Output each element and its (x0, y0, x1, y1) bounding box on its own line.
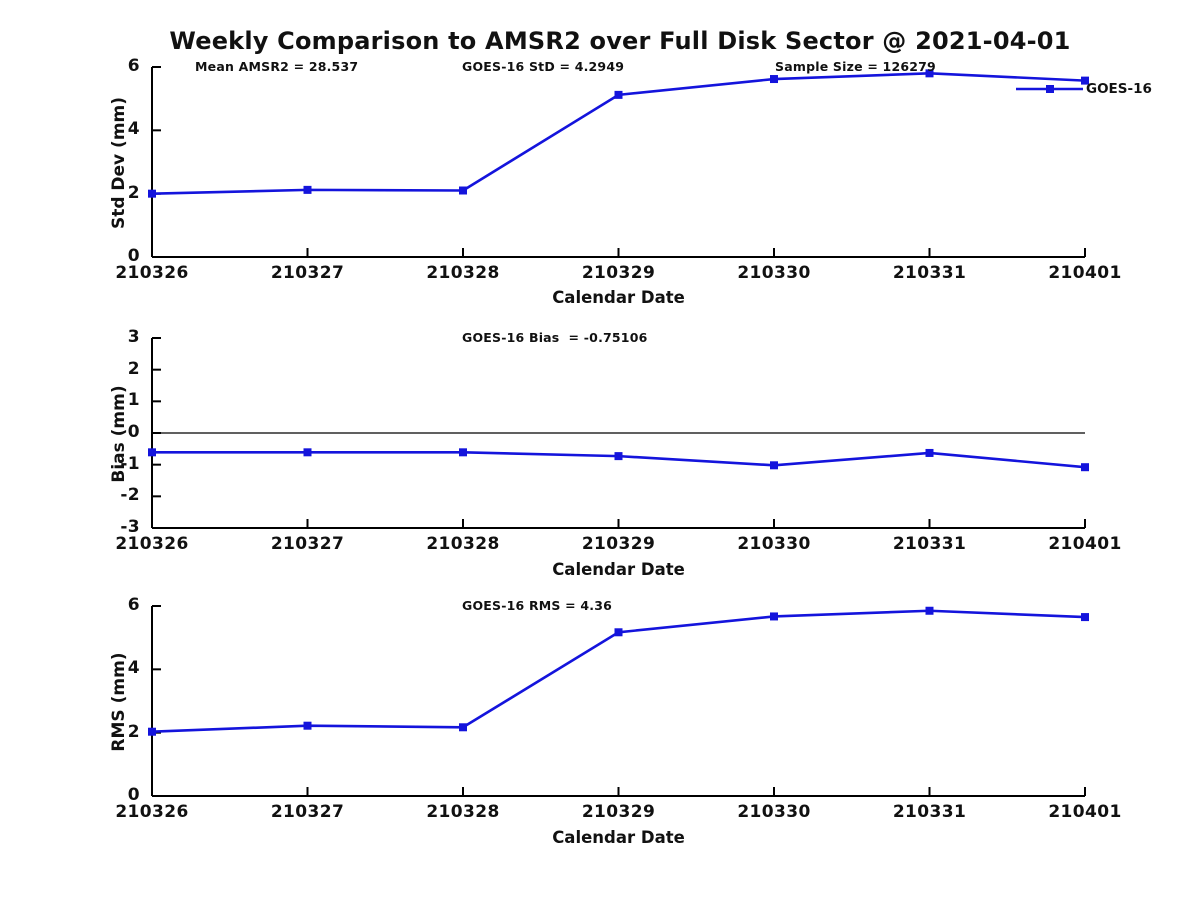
figure-title: Weekly Comparison to AMSR2 over Full Dis… (169, 27, 1071, 55)
y-tick-label: 0 (127, 785, 140, 805)
data-point-marker (459, 448, 467, 457)
annotation-mean-amsr2: Mean AMSR2 = 28.537 (195, 59, 359, 74)
x-tick-label: 210327 (270, 802, 345, 822)
x-tick-label: 210326 (115, 263, 189, 283)
x-tick-label: 210327 (270, 534, 345, 554)
y-tick-label: -2 (120, 485, 140, 506)
legend-marker (1046, 85, 1054, 93)
y-tick-label: 2 (127, 721, 140, 742)
data-point-marker (148, 448, 156, 457)
annotation-goes16-rms: GOES-16 RMS = 4.36 (462, 598, 613, 613)
data-point-marker (148, 189, 156, 198)
x-tick-label: 210331 (892, 534, 967, 554)
x-tick-label: 210329 (581, 534, 656, 554)
y-tick-label: 6 (127, 56, 140, 76)
x-tick-label: 210331 (892, 802, 967, 822)
y-tick-label: 3 (127, 327, 140, 347)
x-tick-label: 210326 (115, 802, 189, 822)
x-axis-label-rms: Calendar Date (552, 828, 685, 847)
data-point-marker (925, 448, 934, 457)
annotation-goes16-std: GOES-16 StD = 4.2949 (462, 59, 625, 74)
y-tick-label: -1 (120, 453, 140, 474)
y-tick-label: 2 (127, 182, 140, 203)
x-axis-label-bias: Calendar Date (552, 560, 685, 579)
data-point-marker (770, 461, 778, 470)
x-tick-label: 210326 (115, 534, 189, 554)
x-tick-label: 210329 (581, 802, 656, 822)
y-tick-label: 1 (127, 390, 140, 411)
x-tick-label: 210330 (737, 263, 811, 283)
x-axis-label-std-dev: Calendar Date (552, 288, 685, 307)
x-tick-label: 210401 (1048, 534, 1122, 554)
y-axis-label-rms: RMS (mm) (109, 652, 129, 752)
x-tick-label: 210328 (426, 263, 500, 283)
data-point-marker (925, 69, 934, 78)
y-tick-label: 6 (127, 595, 140, 615)
legend-label-goes16: GOES-16 (1086, 81, 1152, 97)
y-tick-label: 0 (127, 422, 140, 442)
annotation-sample-size: Sample Size = 126279 (775, 59, 936, 74)
data-point-marker (303, 721, 312, 730)
data-point-marker (614, 452, 623, 461)
y-tick-label: -3 (120, 517, 140, 537)
data-point-marker (770, 75, 778, 84)
annotation-goes16-bias: GOES-16 Bias = -0.75106 (462, 330, 648, 345)
x-tick-label: 210328 (426, 534, 500, 554)
data-point-marker (303, 185, 312, 194)
data-point-marker (303, 448, 312, 457)
y-tick-label: 2 (127, 358, 140, 379)
x-tick-label: 210327 (270, 263, 345, 283)
data-point-marker (1081, 613, 1089, 622)
y-tick-label: 0 (127, 246, 140, 266)
data-point-marker (614, 90, 623, 99)
data-point-marker (925, 606, 934, 615)
data-point-marker (459, 723, 467, 732)
data-point-marker (1081, 463, 1089, 472)
y-tick-label: 4 (127, 119, 140, 140)
data-point-marker (148, 727, 156, 736)
x-tick-label: 210330 (737, 802, 811, 822)
data-point-marker (770, 612, 778, 621)
data-point-marker (1081, 76, 1089, 85)
x-tick-label: 210401 (1048, 263, 1122, 283)
y-axis-label-std-dev: Std Dev (mm) (109, 96, 129, 230)
data-point-marker (614, 628, 623, 637)
x-tick-label: 210331 (892, 263, 967, 283)
y-tick-label: 4 (127, 658, 140, 679)
data-point-marker (459, 186, 467, 195)
x-tick-label: 210401 (1048, 802, 1122, 822)
x-tick-label: 210330 (737, 534, 811, 554)
x-tick-label: 210329 (581, 263, 656, 283)
x-tick-label: 210328 (426, 802, 500, 822)
